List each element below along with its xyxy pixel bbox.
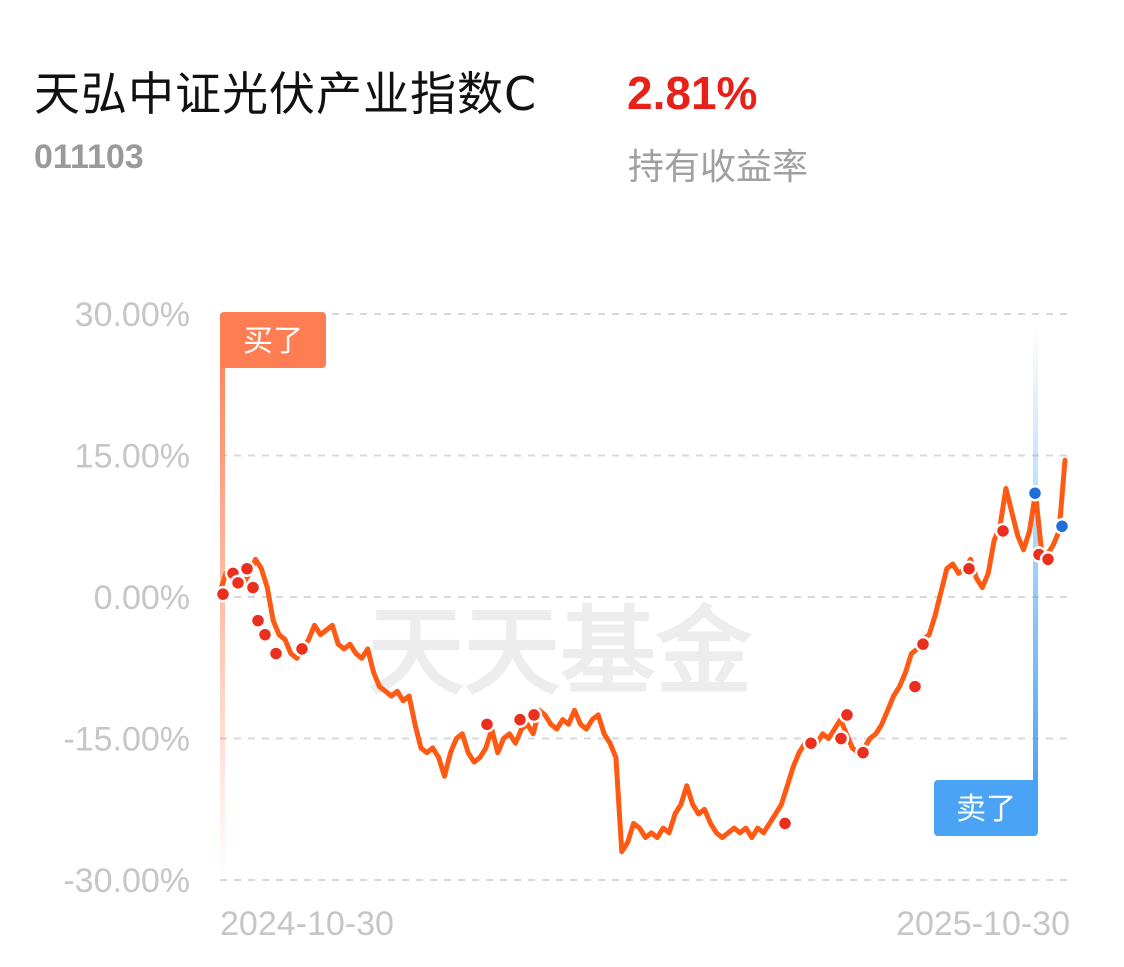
- buy-point: [478, 716, 496, 733]
- buy-point: [511, 711, 529, 728]
- buy-point: [214, 585, 232, 603]
- buy-point: [994, 522, 1012, 540]
- buy-point: [832, 730, 850, 747]
- sell-point: [1053, 518, 1071, 535]
- buy-point: [906, 678, 924, 695]
- holding-return-label: 持有收益率: [628, 147, 809, 188]
- buy-point: [914, 635, 932, 653]
- x-tick-label-start: 2024-10-30: [220, 905, 394, 943]
- buy-point: [238, 560, 256, 577]
- y-axis: 30.00% 15.00% 0.00% -15.00% -30.00%: [63, 296, 190, 900]
- watermark-text: 天天基金: [368, 596, 753, 708]
- buy-point: [854, 744, 872, 761]
- fund-code: 011103: [34, 138, 144, 176]
- buy-point: [256, 626, 274, 643]
- buy-point: [960, 560, 978, 577]
- buy-point: [776, 815, 794, 832]
- buy-point: [1039, 551, 1057, 568]
- sell-points: [1026, 484, 1071, 535]
- holding-return-value: 2.81%: [627, 67, 758, 119]
- buy-tag-label: 买了: [243, 324, 303, 359]
- sell-tag-label: 卖了: [956, 792, 1016, 827]
- y-tick-label: 15.00%: [75, 438, 190, 476]
- buy-point: [525, 706, 543, 724]
- y-tick-label: -15.00%: [63, 721, 190, 759]
- buy-point: [802, 734, 820, 752]
- y-tick-label: -30.00%: [63, 862, 190, 900]
- buy-point: [229, 574, 247, 592]
- buy-points: [214, 522, 1057, 832]
- buy-tag: [220, 312, 326, 368]
- buy-point: [838, 706, 856, 724]
- x-axis: 2024-10-30 2025-10-30: [220, 905, 1070, 943]
- sell-tag: [934, 780, 1038, 836]
- grid-lines: [220, 313, 1070, 881]
- buy-point: [244, 579, 262, 596]
- buy-point: [267, 645, 285, 662]
- sell-point: [1026, 484, 1044, 502]
- buy-point: [293, 640, 311, 658]
- y-tick-label: 0.00%: [94, 579, 190, 617]
- buy-point: [249, 612, 267, 629]
- fund-name: 天弘中证光伏产业指数C: [34, 67, 538, 121]
- y-tick-label: 30.00%: [75, 296, 190, 334]
- x-tick-label-end: 2025-10-30: [896, 905, 1070, 943]
